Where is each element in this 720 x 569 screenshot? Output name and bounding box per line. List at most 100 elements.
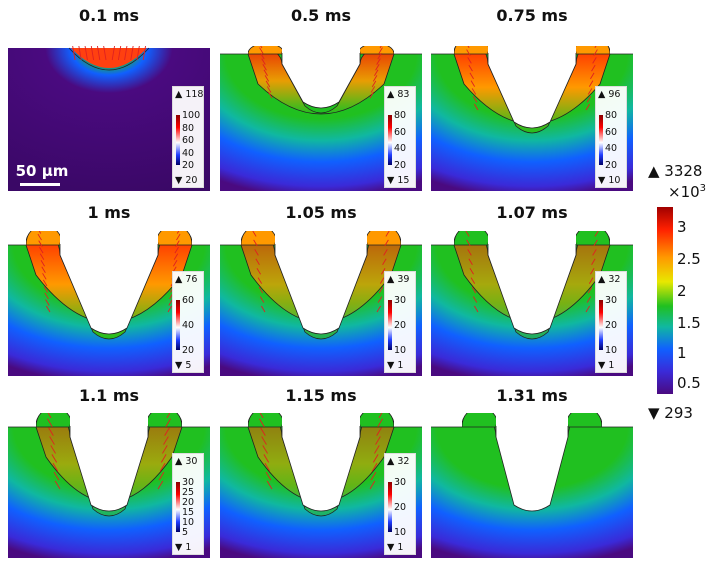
velocity-legend-tick: 40 [605, 143, 618, 155]
velocity-arrow [467, 46, 470, 49]
cavity-opening [275, 231, 367, 244]
velocity-arrow [591, 258, 596, 266]
velocity-legend-min: ▼ 1 [387, 360, 404, 371]
panel-title-1: 0.1 ms [78, 6, 140, 25]
velocity-arrow [592, 57, 597, 64]
velocity-arrow [47, 413, 52, 419]
velocity-arrow [158, 471, 165, 481]
velocity-legend-tick: 100 [182, 110, 201, 121]
velocity-arrow [375, 436, 381, 445]
velocity-arrow [265, 80, 271, 88]
right-ridge [565, 413, 603, 428]
cavity-opening [282, 413, 360, 426]
velocity-legend-max: ▲ 118 [175, 89, 204, 100]
velocity-legend-bar [176, 300, 180, 350]
temperature-panel-9 [431, 413, 633, 558]
velocity-arrow [160, 454, 167, 463]
velocity-arrow [49, 436, 55, 445]
velocity-arrow [593, 239, 598, 247]
velocity-legend-tick: 30 [394, 295, 407, 306]
velocity-arrow [371, 462, 378, 472]
velocity-arrow [369, 91, 374, 99]
left-ridge [35, 413, 73, 428]
velocity-arrow [470, 277, 476, 284]
velocity-arrow [594, 46, 597, 49]
velocity-arrow [42, 273, 47, 280]
background-right [602, 413, 633, 427]
left-ridge [247, 413, 285, 428]
velocity-arrow [379, 46, 382, 49]
velocity-arrow [259, 296, 265, 303]
velocity-arrow [124, 46, 128, 61]
velocity-arrow [377, 418, 383, 428]
panel-title-6: 1.07 ms [496, 203, 568, 222]
velocity-arrow [585, 305, 590, 313]
right-ridge [573, 231, 611, 246]
velocity-arrow [468, 258, 473, 266]
velocity-legend-tick: 30 [394, 477, 407, 488]
velocity-legend-tick: 40 [182, 320, 195, 331]
velocity-arrow [590, 72, 595, 80]
velocity-arrow [157, 480, 164, 490]
velocity-arrow [377, 296, 383, 303]
velocity-arrow [474, 305, 479, 313]
velocity-arrow [261, 436, 267, 445]
velocity-arrow [164, 427, 170, 436]
velocity-legend-tick: 40 [394, 143, 407, 155]
panel-graphic [431, 231, 633, 376]
velocity-legend-min: ▼ 15 [387, 175, 410, 186]
velocity-arrow [259, 47, 264, 54]
velocity-legend: ▲ 83 80 60 40 20 ▼ 15 [384, 86, 416, 188]
velocity-legend-tick: 60 [182, 135, 195, 146]
velocity-arrow [45, 299, 50, 306]
velocity-arrow [46, 305, 51, 313]
right-ridge [155, 231, 193, 246]
cavity [281, 424, 361, 512]
velocity-arrow [42, 279, 48, 287]
velocity-arrow [252, 231, 257, 237]
velocity-arrow [469, 267, 474, 275]
velocity-legend-min: ▼ 10 [598, 175, 621, 186]
velocity-arrow [39, 253, 45, 260]
velocity-arrow [258, 286, 264, 294]
velocity-legend: ▲ 118 100 80 60 40 20 ▼ 20 [172, 86, 204, 188]
velocity-arrow [261, 305, 266, 313]
velocity-arrow [375, 63, 380, 71]
velocity-arrow [265, 471, 272, 481]
velocity-arrow [266, 86, 272, 93]
velocity-arrow [43, 286, 49, 293]
cavity [487, 242, 577, 335]
velocity-arrow [97, 46, 101, 61]
velocity-arrow [471, 286, 477, 294]
velocity-legend-tick: 5 [182, 527, 189, 538]
velocity-legend-bar [388, 115, 392, 165]
velocity-arrows [465, 231, 599, 313]
background-right [192, 231, 210, 245]
velocity-legend-max: ▲ 32 [598, 274, 621, 285]
velocity-arrow [263, 69, 268, 77]
velocity-arrow [48, 427, 54, 436]
velocity-legend-tick: 10 [394, 345, 407, 356]
colorbar-max-label: ▲ 3328 [648, 162, 703, 180]
melt-pool [71, 48, 147, 68]
velocity-arrows [259, 46, 383, 99]
velocity-legend: ▲ 39 30 20 10 ▼ 1 [384, 271, 416, 373]
velocity-arrow [385, 231, 390, 237]
velocity-arrow [84, 46, 88, 61]
cavity [281, 51, 361, 109]
velocity-arrow [41, 266, 46, 274]
velocity-legend-tick: 30 [605, 295, 618, 306]
velocity-arrow [51, 454, 58, 463]
temperature-panel-3: ▲ 96 80 60 40 20 ▼ 10 [431, 46, 633, 191]
velocity-legend-max: ▲ 96 [598, 89, 621, 100]
velocity-arrow [172, 259, 178, 267]
velocity-legend: ▲ 96 80 60 40 20 ▼ 10 [595, 86, 627, 188]
velocity-arrow [142, 46, 146, 61]
velocity-arrow [262, 63, 267, 71]
velocity-arrow [376, 58, 381, 65]
velocity-arrow [376, 427, 382, 436]
colorbar-multiplier-base: ×10 [668, 183, 700, 201]
velocity-arrow [369, 480, 376, 490]
velocity-arrow [591, 64, 596, 72]
colorbar-tick: 0.5 [677, 374, 701, 392]
